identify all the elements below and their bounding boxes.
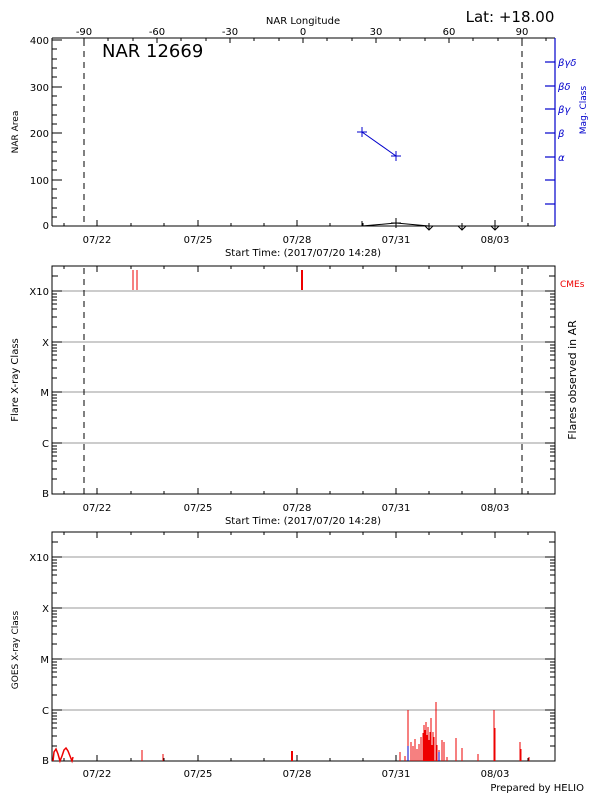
svg-text:X: X [42,604,49,615]
series-nar-area [357,218,500,231]
svg-text:08/03: 08/03 [481,235,510,246]
series-mag-class [357,127,401,161]
svg-text:200: 200 [30,129,49,140]
svg-text:B: B [42,756,49,767]
svg-text:B: B [42,489,49,500]
svg-text:β: β [557,129,565,140]
svg-text:βδ: βδ [557,82,571,93]
svg-text:30: 30 [370,27,383,38]
svg-text:-30: -30 [222,27,238,38]
legend-cmes: CMEs [560,280,585,290]
y-axis-label-goes: GOES X-ray Class [11,611,21,690]
svg-text:C: C [42,439,49,450]
svg-text:α: α [558,153,565,164]
svg-text:M: M [40,655,49,666]
y-axis-label-nar: NAR Area [11,111,21,154]
svg-text:0: 0 [300,27,306,38]
svg-text:400: 400 [30,36,49,47]
panel-goes: X10 X M C B GOES X-ray Class 07 [11,531,556,780]
svg-text:0: 0 [43,221,49,232]
y-axis-ticks-nar: 400 300 200 100 0 [30,36,49,232]
series-goes-red [52,702,530,764]
top-axis-ticks: -90 -60 -30 0 30 60 90 [76,27,529,38]
svg-text:07/22: 07/22 [83,769,112,780]
top-axis-label: NAR Longitude [266,16,340,27]
svg-text:07/22: 07/22 [83,503,112,514]
panel-flares: X10 X M C B Flare X-ray Class Flares obs… [10,265,585,527]
right-axis-label-flares: Flares observed in AR [566,320,579,440]
right-axis-label-mag: Mag. Class [579,85,589,134]
x-axis-label-nar: Start Time: (2017/07/20 14:28) [225,248,381,259]
x-axis-ticks-flares: 07/22 07/25 07/28 07/31 08/03 [83,503,510,514]
svg-text:08/03: 08/03 [481,503,510,514]
svg-text:07/28: 07/28 [283,769,312,780]
svg-text:08/03: 08/03 [481,769,510,780]
x-axis-label-flares: Start Time: (2017/07/20 14:28) [225,516,381,527]
svg-text:07/28: 07/28 [283,503,312,514]
svg-text:-90: -90 [76,27,92,38]
y-axis-ticks-flares: X10 X M C B [29,287,49,500]
svg-text:07/25: 07/25 [184,503,213,514]
svg-text:07/31: 07/31 [382,235,411,246]
svg-text:X10: X10 [29,553,49,564]
x-axis-ticks-nar: 07/22 07/25 07/28 07/31 08/03 [83,235,510,246]
svg-text:07/25: 07/25 [184,769,213,780]
cme-markers [132,270,303,290]
chart-title: NAR 12669 [102,41,203,62]
svg-text:C: C [42,706,49,717]
svg-text:60: 60 [443,27,456,38]
svg-text:07/28: 07/28 [283,235,312,246]
svg-text:-60: -60 [149,27,165,38]
y-axis-ticks-goes: X10 X M C B [29,553,49,767]
svg-text:βγ: βγ [557,105,571,116]
svg-text:X: X [42,338,49,349]
svg-text:07/25: 07/25 [184,235,213,246]
svg-text:βγδ: βγδ [557,58,576,69]
x-axis-ticks-goes: 07/22 07/25 07/28 07/31 08/03 [83,769,510,780]
series-goes-blue [407,746,440,761]
svg-text:07/31: 07/31 [382,769,411,780]
y-axis-label-flares: Flare X-ray Class [10,338,21,422]
svg-text:07/31: 07/31 [382,503,411,514]
svg-text:X10: X10 [29,287,49,298]
mag-class-ticks: βγδ βδ βγ β α [557,58,576,164]
latitude-label: Lat: +18.00 [466,8,555,26]
svg-text:300: 300 [30,83,49,94]
svg-text:100: 100 [30,176,49,187]
panel-nar: NAR Longitude Lat: +18.00 -90 -60 -30 0 … [11,8,589,259]
svg-text:M: M [40,388,49,399]
svg-text:07/22: 07/22 [83,235,112,246]
svg-text:90: 90 [516,27,529,38]
footer-credit: Prepared by HELIO [490,783,584,794]
